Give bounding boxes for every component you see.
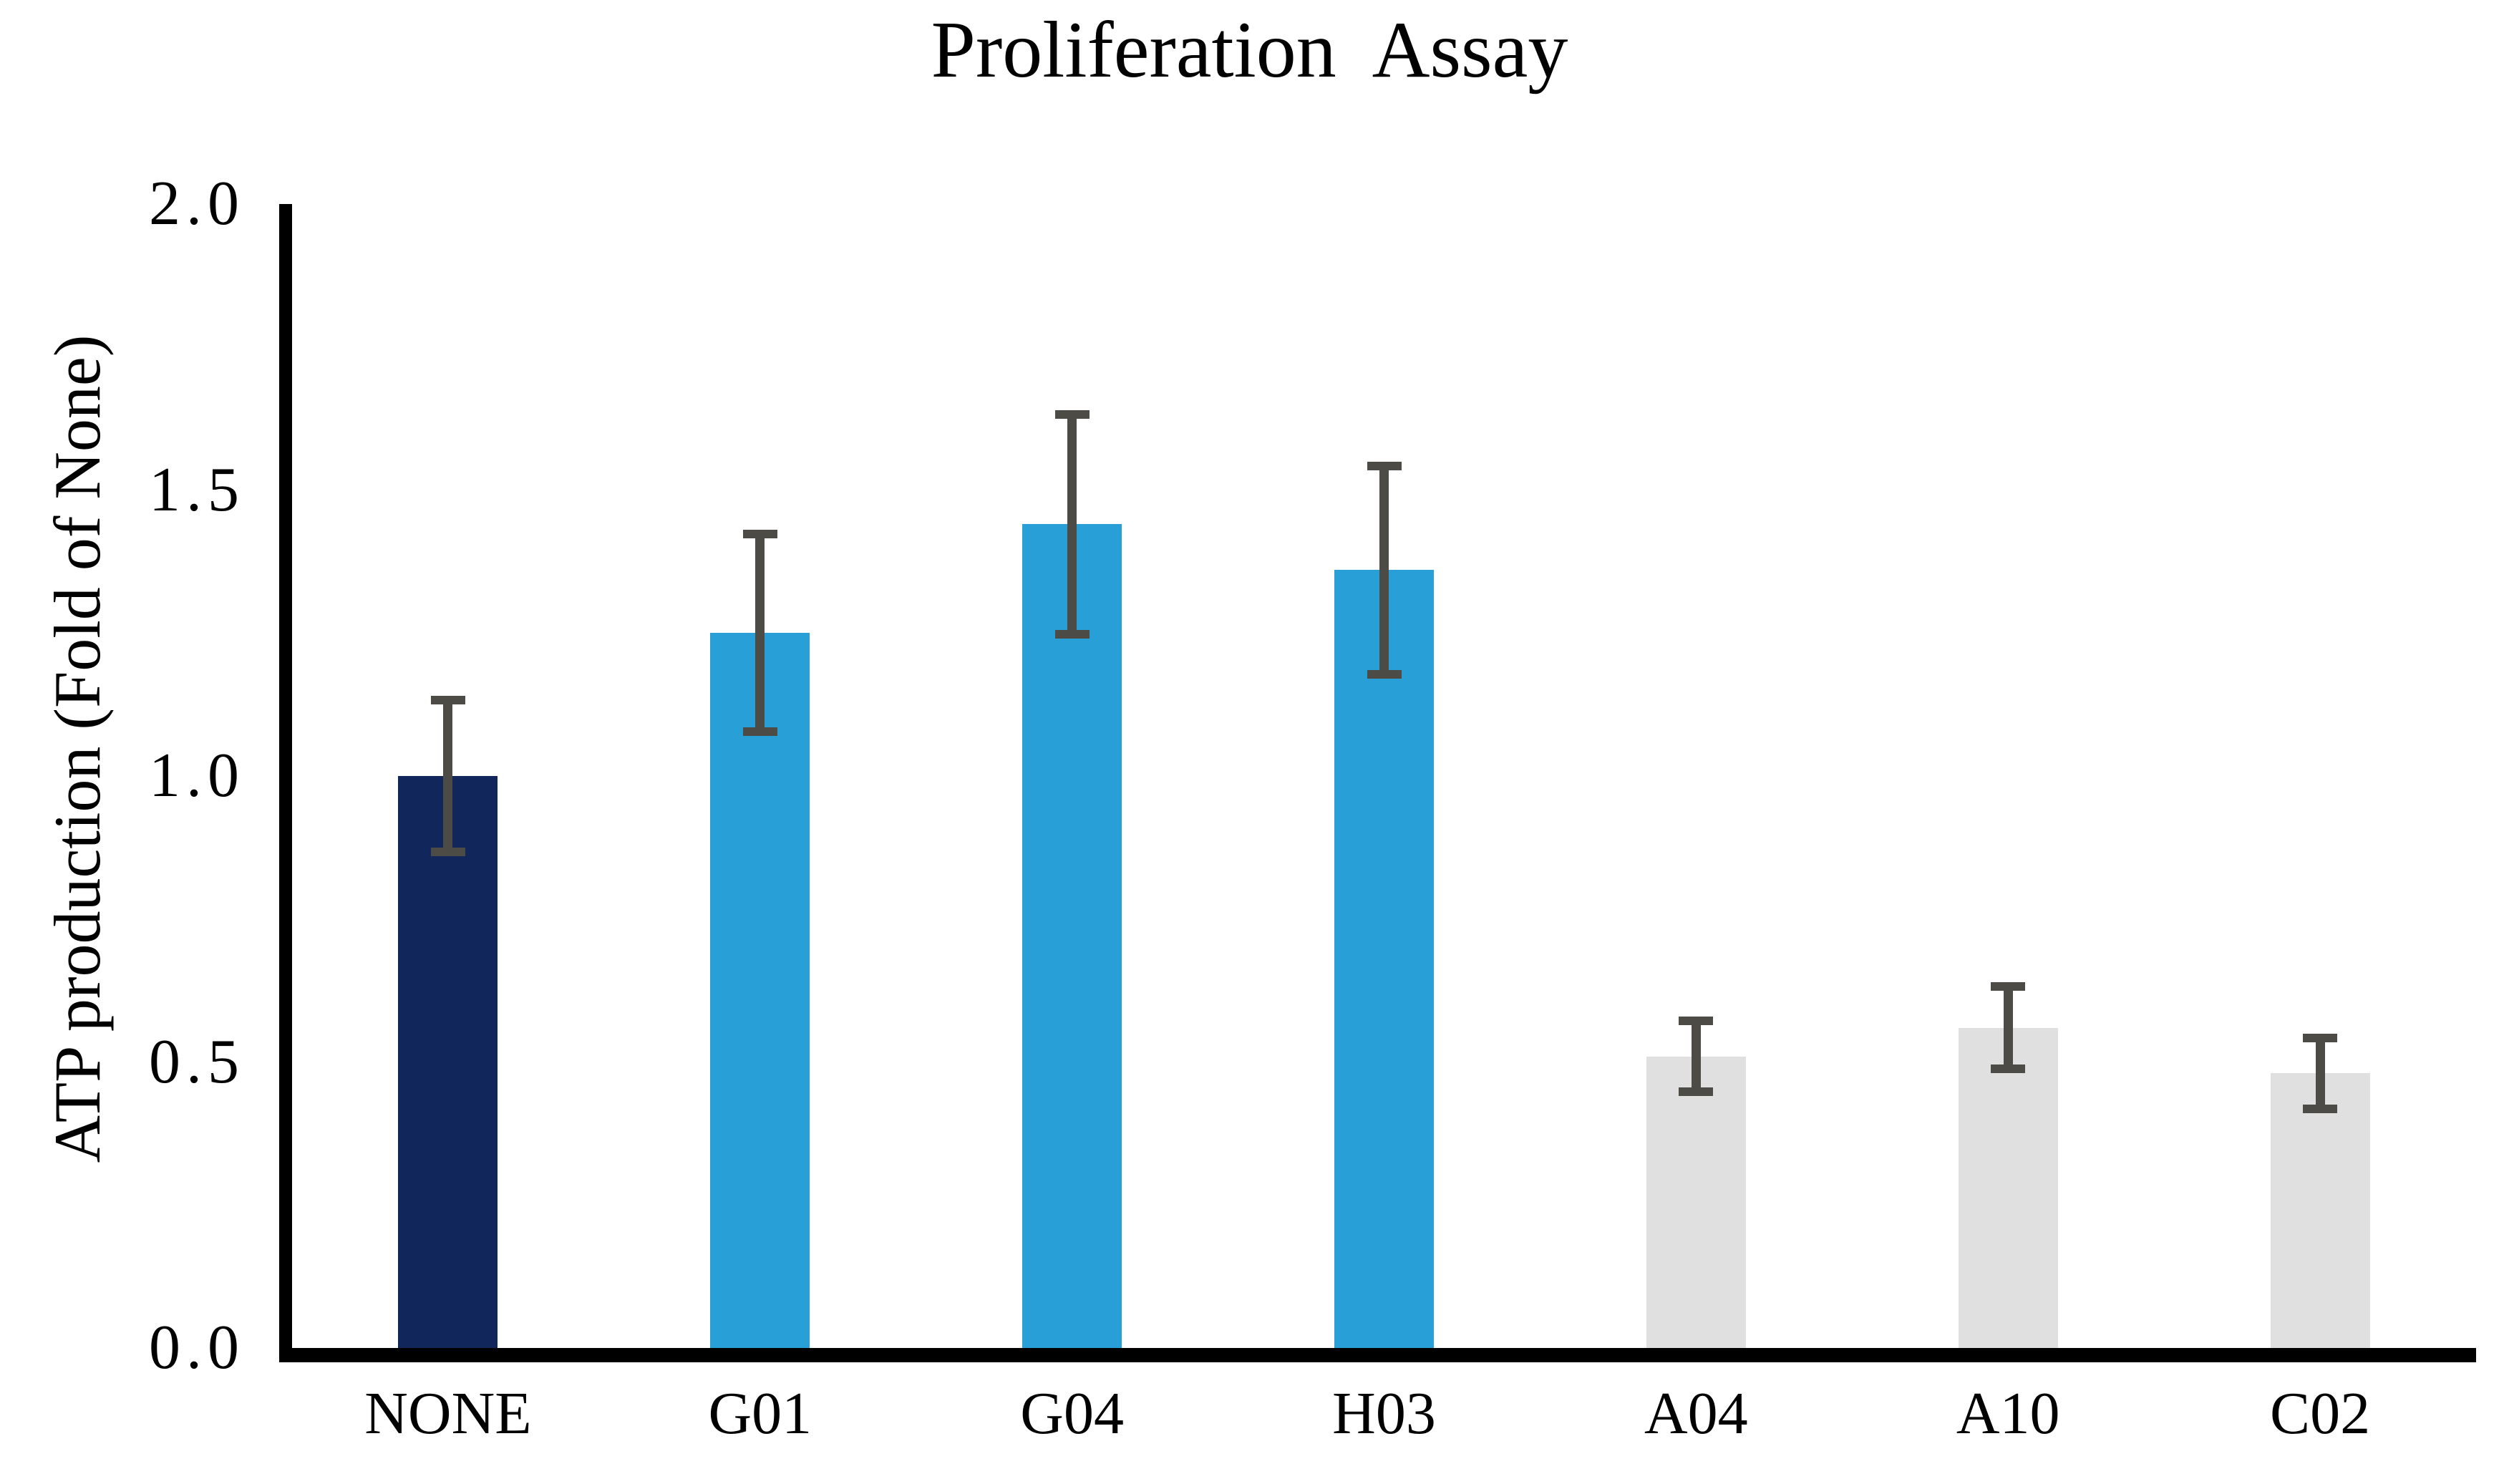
bar-NONE bbox=[398, 776, 498, 1348]
error-bar-G01 bbox=[742, 530, 777, 737]
y-tick-label-0.0: 0.0 bbox=[149, 1313, 245, 1382]
error-cap-bottom bbox=[430, 847, 465, 856]
error-cap-bottom bbox=[1679, 1087, 1714, 1097]
plot-area bbox=[279, 204, 2476, 1362]
x-tick-label-A04: A04 bbox=[1644, 1380, 1748, 1447]
bar-C02 bbox=[2270, 1073, 2370, 1348]
error-cap-top bbox=[742, 530, 777, 539]
bar-A04 bbox=[1646, 1056, 1746, 1348]
x-tick-label-C02: C02 bbox=[2270, 1380, 2371, 1447]
error-whisker bbox=[2003, 981, 2013, 1074]
error-cap-top bbox=[1367, 461, 1402, 470]
error-cap-bottom bbox=[1367, 670, 1402, 679]
x-tick-label-NONE: NONE bbox=[364, 1380, 532, 1447]
error-cap-top bbox=[1679, 1016, 1714, 1025]
x-tick-label-G01: G01 bbox=[708, 1380, 812, 1447]
x-tick-label-H03: H03 bbox=[1332, 1380, 1436, 1447]
error-whisker bbox=[755, 530, 765, 737]
error-whisker bbox=[443, 696, 453, 856]
error-cap-top bbox=[1991, 981, 2026, 991]
error-bar-C02 bbox=[2303, 1033, 2338, 1114]
x-tick-label-G04: G04 bbox=[1020, 1380, 1124, 1447]
error-cap-top bbox=[430, 696, 465, 705]
chart-title: Proliferation Assay bbox=[931, 6, 1568, 94]
y-tick-label-1.0: 1.0 bbox=[149, 741, 245, 810]
x-tick-label-A10: A10 bbox=[1956, 1380, 2060, 1447]
bar-A10 bbox=[1958, 1027, 2058, 1348]
error-cap-bottom bbox=[1991, 1064, 2026, 1074]
error-bar-A04 bbox=[1679, 1016, 1714, 1097]
error-whisker bbox=[1379, 461, 1389, 679]
y-tick-label-0.5: 0.5 bbox=[149, 1027, 245, 1097]
error-bar-A10 bbox=[1991, 981, 2026, 1074]
error-cap-bottom bbox=[742, 727, 777, 737]
error-bar-G04 bbox=[1054, 409, 1090, 639]
error-cap-bottom bbox=[1054, 630, 1090, 639]
bar-G04 bbox=[1022, 524, 1122, 1348]
error-cap-top bbox=[1054, 409, 1090, 419]
y-tick-label-1.5: 1.5 bbox=[149, 455, 245, 525]
error-bar-H03 bbox=[1367, 461, 1402, 679]
error-whisker bbox=[2315, 1033, 2325, 1114]
error-whisker bbox=[1067, 409, 1077, 639]
error-cap-top bbox=[2303, 1033, 2338, 1042]
y-tick-label-2.0: 2.0 bbox=[149, 169, 245, 238]
bar-G01 bbox=[710, 633, 810, 1348]
error-whisker bbox=[1691, 1016, 1701, 1097]
bar-H03 bbox=[1334, 570, 1434, 1348]
error-cap-bottom bbox=[2303, 1105, 2338, 1114]
error-bar-NONE bbox=[430, 696, 465, 856]
